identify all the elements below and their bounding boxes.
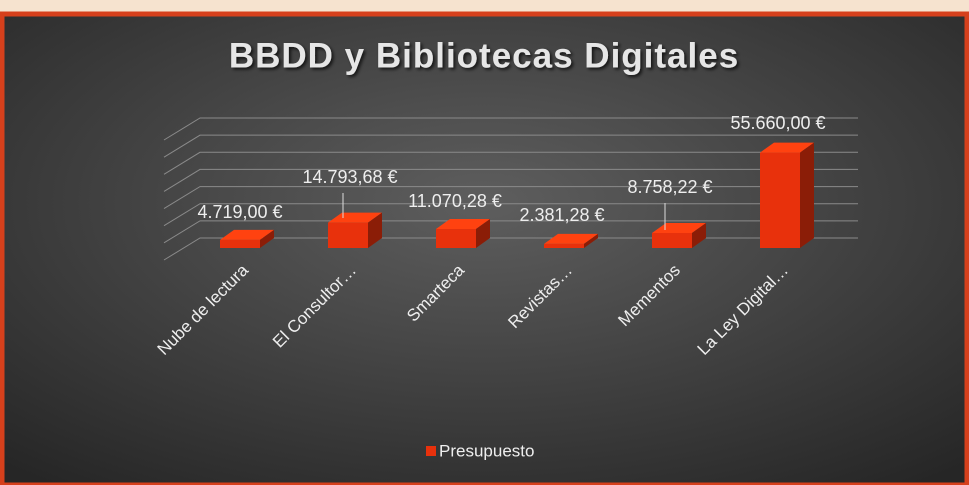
bar-side	[260, 229, 274, 248]
legend-label: Presupuesto	[439, 441, 534, 460]
bar-front	[544, 243, 584, 248]
bar-top	[436, 219, 490, 230]
bar-front	[652, 232, 692, 248]
bar-front	[760, 152, 800, 248]
grid-line	[163, 168, 858, 192]
grid-line	[163, 117, 858, 141]
grid-line	[163, 220, 858, 244]
bar-top	[760, 142, 814, 153]
bar-front	[436, 229, 476, 248]
data-label: 4.719,00 €	[197, 202, 282, 222]
chart-title: BBDD y Bibliotecas Digitales	[229, 36, 739, 75]
bar-top	[328, 212, 382, 223]
data-label: 55.660,00 €	[730, 113, 825, 133]
data-label: 14.793,68 €	[302, 167, 397, 187]
legend-swatch	[426, 446, 436, 456]
grid-line	[163, 203, 858, 227]
data-label: 11.070,28 €	[408, 191, 502, 211]
bar-side	[476, 219, 490, 248]
grid-line	[163, 186, 858, 209]
bar-top	[220, 229, 274, 240]
grid-line	[163, 151, 858, 175]
bar-side	[584, 233, 598, 248]
top-strip	[0, 0, 969, 14]
bar-front	[328, 222, 368, 248]
grid-line	[163, 237, 858, 261]
bar-side	[800, 142, 814, 248]
chart-area	[0, 11, 969, 485]
data-label: 2.381,28 €	[519, 205, 604, 225]
bar-side	[692, 222, 706, 248]
bar-top	[544, 233, 598, 244]
data-label: 8.758,22 €	[627, 177, 712, 197]
grid-line	[163, 134, 858, 158]
bar-front	[220, 239, 260, 248]
bar-side	[368, 212, 382, 248]
